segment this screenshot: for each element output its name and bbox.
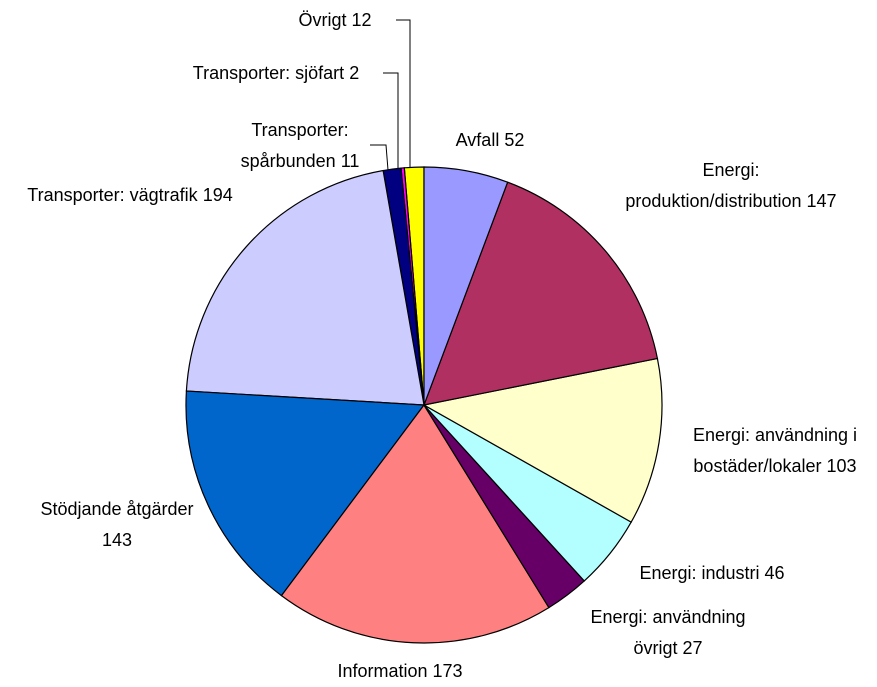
slice-label: Transporter: spårbunden 11	[230, 115, 370, 177]
slice-label: Information 173	[300, 656, 500, 687]
slice-label: Energi: användning i bostäder/lokaler 10…	[673, 420, 877, 482]
value-label: 143	[102, 530, 132, 550]
slice-label: Energi: produktion/distribution 147	[616, 155, 846, 217]
value-label: 147	[807, 191, 837, 211]
category-label: Transporter: sjöfart	[193, 63, 344, 83]
leader-line	[370, 145, 388, 170]
category-label: Energi: användning övrigt	[590, 607, 745, 658]
value-label: 52	[504, 130, 524, 150]
value-label: 173	[433, 661, 463, 681]
value-label: 27	[683, 638, 703, 658]
slice-label: Övrigt 12	[265, 5, 405, 36]
category-label: Energi: produktion/distribution	[625, 160, 801, 211]
slice-label: Avfall 52	[390, 125, 590, 156]
value-label: 194	[203, 185, 233, 205]
value-label: 46	[765, 563, 785, 583]
category-label: Energi: industri	[639, 563, 759, 583]
category-label: Transporter: spårbunden	[241, 120, 349, 171]
slice-label: Stödjande åtgärder 143	[27, 494, 207, 556]
value-label: 12	[352, 10, 372, 30]
value-label: 11	[341, 151, 360, 171]
slice-label: Transporter: vägtrafik 194	[23, 180, 238, 211]
category-label: Information	[337, 661, 427, 681]
slice-label: Transporter: sjöfart 2	[156, 58, 396, 89]
value-label: 2	[349, 63, 359, 83]
category-label: Övrigt	[298, 10, 346, 30]
value-label: 103	[827, 456, 857, 476]
category-label: Avfall	[456, 130, 500, 150]
category-label: Transporter: vägtrafik	[27, 185, 197, 205]
slice-label: Energi: industri 46	[592, 558, 832, 589]
slice-label: Energi: användning övrigt 27	[576, 602, 761, 664]
category-label: Stödjande åtgärder	[40, 499, 193, 519]
